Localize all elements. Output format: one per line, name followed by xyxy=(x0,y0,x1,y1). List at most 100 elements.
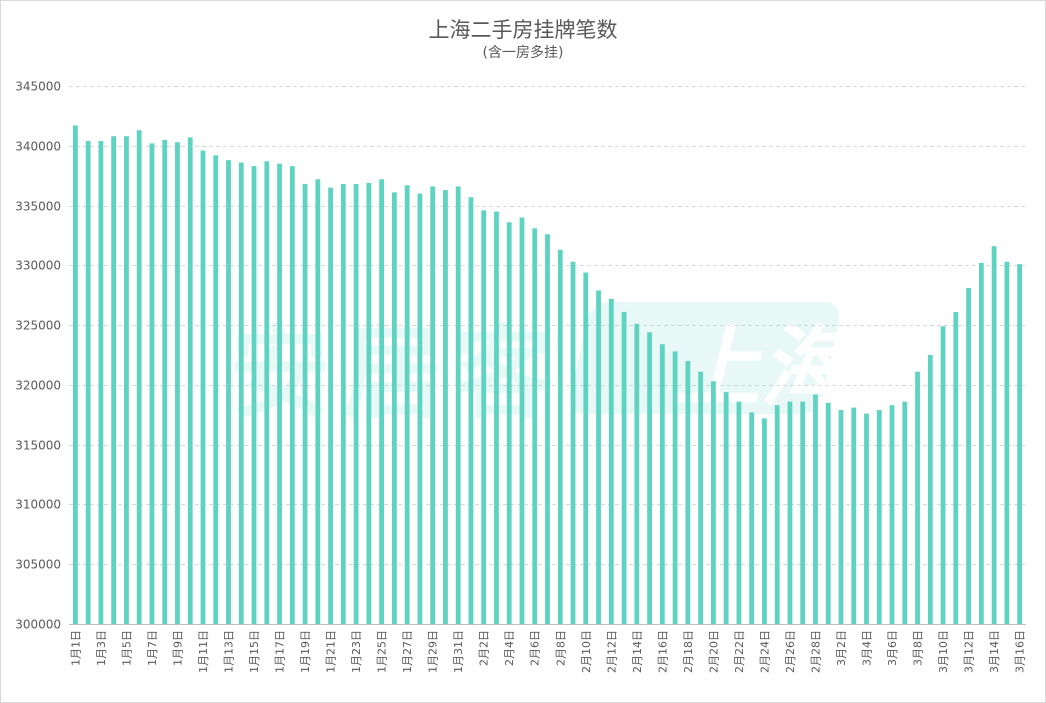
y-tick-label: 330000 xyxy=(15,259,61,273)
x-tick-label: 2月26日 xyxy=(784,630,797,673)
bar-1月7日 xyxy=(149,143,155,624)
x-tick-label: 3月10日 xyxy=(937,630,950,673)
x-tick-label: 1月27日 xyxy=(401,630,414,673)
bar-1月1日 xyxy=(72,125,78,624)
x-tick-label: 1月21日 xyxy=(325,630,338,673)
x-tick-label: 2月4日 xyxy=(503,630,516,666)
y-tick-label: 315000 xyxy=(15,439,61,453)
bar-2月21日 xyxy=(723,392,729,624)
bar-1月13日 xyxy=(226,160,231,624)
bar-2月18日 xyxy=(685,360,691,624)
bar-2月11日 xyxy=(596,290,601,624)
bar-2月8日 xyxy=(557,249,563,625)
bar-3月1日 xyxy=(825,402,831,624)
bar-2月1日 xyxy=(468,197,474,624)
bar-1月12日 xyxy=(213,155,219,624)
bar-2月24日 xyxy=(762,418,767,624)
bar-3月6日 xyxy=(889,405,895,624)
y-tick-label: 310000 xyxy=(15,498,61,512)
y-tick-label: 345000 xyxy=(15,80,61,94)
bar-2月28日 xyxy=(813,394,818,624)
x-tick-label: 3月16日 xyxy=(1014,630,1027,673)
x-tick-label: 1月11日 xyxy=(197,630,210,673)
bar-3月12日 xyxy=(966,288,971,624)
bars xyxy=(72,125,1023,625)
bar-2月9日 xyxy=(570,261,576,624)
bar-1月5日 xyxy=(124,136,129,624)
x-tick-label: 3月14日 xyxy=(988,630,1001,673)
bar-1月28日 xyxy=(417,193,423,624)
x-tick-label: 2月22日 xyxy=(733,630,746,673)
bar-1月30日 xyxy=(443,190,448,624)
bar-1月17日 xyxy=(277,163,282,624)
bar-2月16日 xyxy=(659,344,665,624)
bar-3月4日 xyxy=(864,413,869,624)
bar-1月11日 xyxy=(200,150,206,624)
bar-1月2日 xyxy=(85,141,91,624)
x-tick-label: 3月6日 xyxy=(886,630,899,666)
bar-1月6日 xyxy=(136,130,142,625)
bar-2月25日 xyxy=(774,405,780,624)
bar-2月12日 xyxy=(608,298,614,624)
bar-1月15日 xyxy=(251,166,257,624)
x-tick-label: 1月13日 xyxy=(223,630,236,673)
bar-2月20日 xyxy=(710,381,716,624)
bar-2月4日 xyxy=(506,222,512,625)
bar-1月20日 xyxy=(315,179,321,624)
bar-3月14日 xyxy=(991,246,997,624)
bar-3月7日 xyxy=(902,401,908,624)
bar-1月25日 xyxy=(379,179,385,624)
chart-title: 上海二手房挂牌笔数 xyxy=(428,18,618,42)
y-tick-label: 325000 xyxy=(15,319,61,333)
x-tick-label: 3月8日 xyxy=(912,630,925,666)
y-axis-ticks: 300000 305000 310000 315000 320000 325000 3300… xyxy=(15,80,61,632)
bar-2月3日 xyxy=(494,211,499,624)
x-tick-label: 2月14日 xyxy=(631,630,644,673)
bar-1月3日 xyxy=(98,141,104,624)
bar-2月15日 xyxy=(647,332,652,624)
bar-1月22日 xyxy=(340,184,346,625)
x-tick-label: 2月2日 xyxy=(478,630,491,666)
bar-1月9日 xyxy=(175,142,180,624)
bar-1月10日 xyxy=(187,137,193,624)
x-tick-label: 2月18日 xyxy=(682,630,695,673)
bar-1月29日 xyxy=(430,186,436,624)
bar-2月10日 xyxy=(583,272,589,624)
bar-2月14日 xyxy=(634,323,640,624)
x-tick-label: 1月19日 xyxy=(299,630,312,673)
bar-2月23日 xyxy=(749,412,755,624)
y-tick-label: 340000 xyxy=(15,140,61,154)
bar-1月24日 xyxy=(366,182,372,624)
bar-1月27日 xyxy=(404,185,410,625)
bar-2月2日 xyxy=(481,210,487,624)
bar-2月27日 xyxy=(800,401,806,624)
bar-3月5日 xyxy=(876,410,882,624)
x-tick-label: 2月8日 xyxy=(554,630,567,666)
bar-1月4日 xyxy=(111,136,117,624)
bar-3月16日 xyxy=(1017,264,1023,624)
bar-3月9日 xyxy=(927,355,933,624)
bar-2月7日 xyxy=(545,234,550,624)
x-tick-label: 1月29日 xyxy=(427,630,440,673)
bar-2月26日 xyxy=(787,401,793,624)
bar-3月11日 xyxy=(953,311,959,624)
bar-3月15日 xyxy=(1004,261,1010,624)
x-tick-label: 1月31日 xyxy=(452,630,465,673)
chart-subtitle: (含一房多挂) xyxy=(482,45,564,61)
x-tick-label: 2月16日 xyxy=(656,630,669,673)
x-tick-label: 1月23日 xyxy=(350,630,363,673)
bar-3月13日 xyxy=(978,262,984,624)
x-tick-label: 2月24日 xyxy=(758,630,771,673)
bar-1月19日 xyxy=(302,184,308,625)
x-tick-label: 2月20日 xyxy=(707,630,720,673)
y-tick-label: 320000 xyxy=(15,379,61,393)
x-tick-label: 2月10日 xyxy=(580,630,593,673)
x-tick-label: 2月12日 xyxy=(605,630,618,673)
x-tick-label: 3月4日 xyxy=(861,630,874,666)
bar-3月8日 xyxy=(915,371,920,624)
x-tick-label: 2月28日 xyxy=(809,630,822,673)
bar-1月21日 xyxy=(328,187,333,624)
x-tick-label: 1月17日 xyxy=(274,630,287,673)
bar-1月31日 xyxy=(455,186,461,624)
